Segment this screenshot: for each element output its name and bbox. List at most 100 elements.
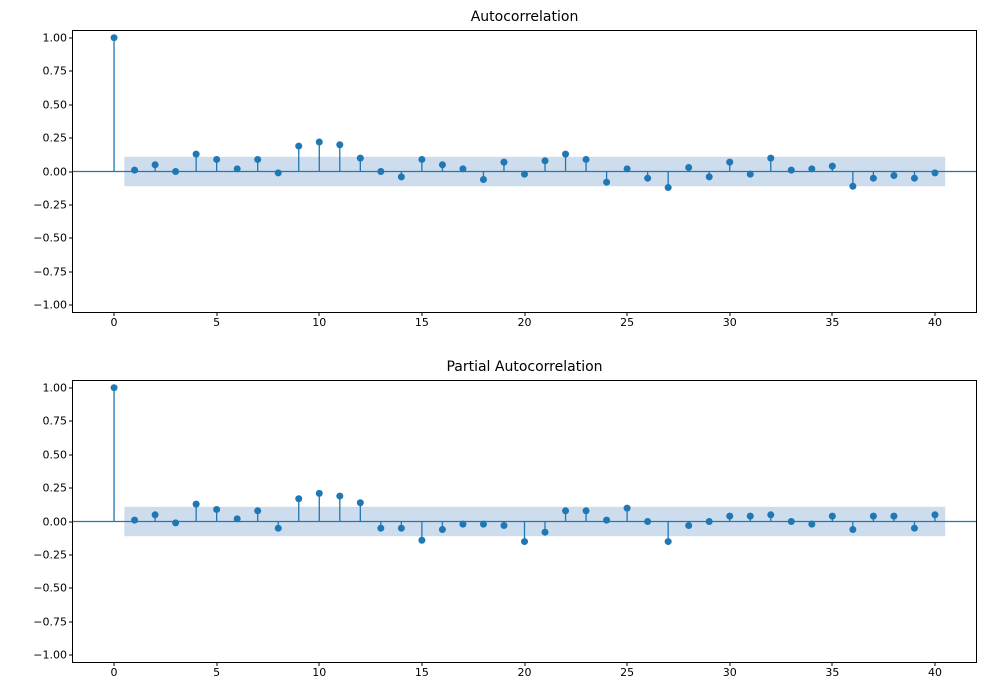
marker	[767, 155, 774, 162]
marker	[500, 522, 507, 529]
marker	[152, 511, 159, 518]
y-tick-label: −0.50	[33, 232, 67, 245]
marker	[131, 167, 138, 174]
marker	[377, 525, 384, 532]
marker	[665, 538, 672, 545]
marker	[603, 179, 610, 186]
marker	[931, 511, 938, 518]
y-tick-mark	[69, 621, 73, 622]
y-tick-mark	[69, 488, 73, 489]
marker	[500, 159, 507, 166]
x-tick-label: 40	[928, 316, 942, 329]
y-tick-mark	[69, 554, 73, 555]
marker	[357, 499, 364, 506]
marker	[172, 168, 179, 175]
marker	[193, 501, 200, 508]
x-tick-label: 5	[213, 666, 220, 679]
marker	[829, 163, 836, 170]
pacf-panel: Partial Autocorrelation −1.00−0.75−0.50−…	[72, 380, 977, 663]
x-tick-label: 20	[518, 666, 532, 679]
y-tick-label: −0.25	[33, 548, 67, 561]
marker	[459, 521, 466, 528]
marker	[521, 171, 528, 178]
marker	[726, 159, 733, 166]
pacf-title: Partial Autocorrelation	[73, 359, 976, 375]
marker	[418, 537, 425, 544]
marker	[295, 143, 302, 150]
marker	[890, 172, 897, 179]
marker	[644, 518, 651, 525]
y-tick-label: 1.00	[43, 31, 68, 44]
marker	[624, 165, 631, 172]
x-tick-label: 5	[213, 316, 220, 329]
x-tick-label: 25	[620, 666, 634, 679]
marker	[295, 495, 302, 502]
y-tick-mark	[69, 37, 73, 38]
y-tick-mark	[69, 421, 73, 422]
marker	[542, 157, 549, 164]
marker	[172, 519, 179, 526]
y-tick-mark	[69, 138, 73, 139]
marker	[521, 538, 528, 545]
y-tick-label: 0.00	[43, 165, 68, 178]
marker	[480, 176, 487, 183]
marker	[357, 155, 364, 162]
marker	[747, 171, 754, 178]
marker	[377, 168, 384, 175]
marker	[193, 151, 200, 158]
y-tick-mark	[69, 454, 73, 455]
y-tick-label: −0.75	[33, 265, 67, 278]
y-tick-mark	[69, 204, 73, 205]
y-tick-label: −0.50	[33, 582, 67, 595]
marker	[808, 165, 815, 172]
marker	[398, 525, 405, 532]
marker	[275, 169, 282, 176]
marker	[275, 525, 282, 532]
x-tick-label: 30	[723, 316, 737, 329]
x-tick-label: 30	[723, 666, 737, 679]
marker	[418, 156, 425, 163]
y-tick-label: −0.25	[33, 198, 67, 211]
x-tick-label: 15	[415, 666, 429, 679]
x-tick-label: 10	[312, 316, 326, 329]
marker	[931, 169, 938, 176]
marker	[583, 507, 590, 514]
y-tick-label: 0.50	[43, 98, 68, 111]
acf-plot-area	[73, 31, 976, 312]
y-tick-label: 0.25	[43, 132, 68, 145]
marker	[254, 156, 261, 163]
x-tick-label: 0	[111, 316, 118, 329]
marker	[849, 183, 856, 190]
x-tick-label: 0	[111, 666, 118, 679]
y-tick-mark	[69, 521, 73, 522]
marker	[439, 161, 446, 168]
marker	[213, 506, 220, 513]
marker	[726, 513, 733, 520]
marker	[316, 139, 323, 146]
y-tick-mark	[69, 305, 73, 306]
y-tick-label: 0.25	[43, 482, 68, 495]
marker	[439, 526, 446, 533]
marker	[767, 511, 774, 518]
marker	[603, 517, 610, 524]
marker	[870, 513, 877, 520]
marker	[459, 165, 466, 172]
marker	[316, 490, 323, 497]
marker	[562, 507, 569, 514]
x-tick-label: 35	[825, 666, 839, 679]
marker	[398, 173, 405, 180]
marker	[152, 161, 159, 168]
marker	[111, 384, 118, 391]
marker	[706, 518, 713, 525]
marker	[808, 521, 815, 528]
marker	[336, 493, 343, 500]
acf-panel: Autocorrelation −1.00−0.75−0.50−0.250.00…	[72, 30, 977, 313]
y-tick-label: 1.00	[43, 381, 68, 394]
marker	[870, 175, 877, 182]
marker	[644, 175, 651, 182]
figure: Autocorrelation −1.00−0.75−0.50−0.250.00…	[0, 0, 1002, 682]
pacf-plot-area	[73, 381, 976, 662]
x-tick-label: 15	[415, 316, 429, 329]
y-tick-mark	[69, 104, 73, 105]
marker	[111, 34, 118, 41]
